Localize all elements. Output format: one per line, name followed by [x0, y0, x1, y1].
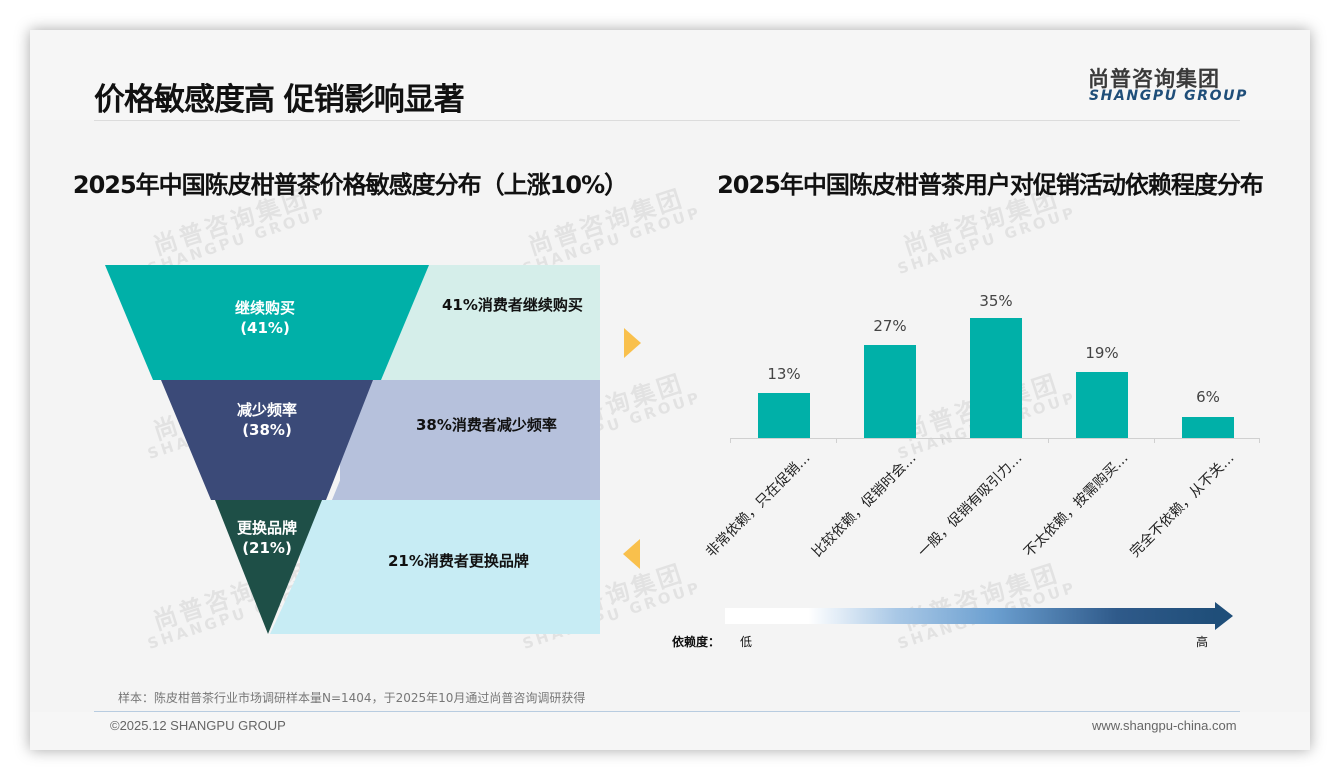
bar-chart: 13% 27% 35% 19% 6% — [730, 280, 1260, 443]
sample-footnote: 样本：陈皮柑普茶行业市场调研样本量N=1404，于2025年10月通过尚普咨询调… — [118, 691, 586, 705]
bar-value-5: 6% — [1196, 388, 1220, 406]
slide: 价格敏感度高 促销影响显著 尚普咨询集团 SHANGPU GROUP 尚普咨询集… — [30, 30, 1310, 750]
funnel-panel-2 — [340, 380, 600, 500]
dependency-legend-label: 依赖度： — [672, 635, 721, 649]
bar-5 — [1182, 417, 1234, 438]
arrow-right-icon — [624, 328, 641, 358]
dependency-low-label: 低 — [740, 635, 753, 649]
header-band — [30, 30, 1310, 120]
category-label-1: 非常依赖，只在促销… — [703, 450, 814, 561]
dependency-gradient-bar — [725, 608, 1215, 624]
funnel-panel-3 — [300, 500, 600, 634]
category-label-2: 比较依赖，促销时会… — [809, 450, 920, 561]
funnel-label-3: 更换品牌 (21%) — [236, 519, 297, 557]
bar-value-4: 19% — [1085, 344, 1119, 362]
funnel-segment-1 — [105, 265, 429, 380]
funnel-desc-3: 21%消费者更换品牌 — [388, 552, 529, 570]
bar-value-1: 13% — [767, 365, 801, 383]
bar-2 — [864, 345, 916, 438]
logo-cn: 尚普咨询集团 — [1088, 67, 1220, 91]
funnel-desc-1: 41%消费者继续购买 — [442, 296, 583, 314]
category-label-3: 一般，促销有吸引力… — [915, 450, 1026, 561]
footer-divider — [94, 711, 1240, 712]
title-divider — [94, 120, 1240, 121]
page-title: 价格敏感度高 促销影响显著 — [94, 82, 465, 118]
funnel-desc-2: 38%消费者减少频率 — [416, 416, 557, 434]
funnel-segment-3 — [215, 500, 322, 634]
bar-4 — [1076, 372, 1128, 438]
funnel-label-2: 减少频率 (38%) — [236, 401, 297, 439]
funnel-chart — [105, 265, 600, 634]
funnel-label-1: 继续购买 (41%) — [234, 299, 295, 337]
bar-value-2: 27% — [873, 317, 907, 335]
category-label-4: 不太依赖，按需购买… — [1021, 450, 1132, 561]
right-chart-title: 2025年中国陈皮柑普茶用户对促销活动依赖程度分布 — [717, 171, 1264, 199]
arrow-head-icon — [1215, 602, 1233, 630]
bar-3 — [970, 318, 1022, 438]
website-link[interactable]: www.shangpu-china.com — [1092, 718, 1237, 733]
x-axis — [730, 438, 1260, 439]
arrow-left-icon — [623, 539, 640, 569]
category-label-5: 完全不依赖，从不关… — [1127, 450, 1238, 561]
funnel-segment-2 — [161, 380, 373, 500]
dependency-high-label: 高 — [1196, 635, 1209, 649]
left-chart-title: 2025年中国陈皮柑普茶价格敏感度分布（上涨10%） — [72, 171, 628, 199]
copyright: ©2025.12 SHANGPU GROUP — [110, 718, 286, 733]
bar-value-3: 35% — [979, 292, 1013, 310]
logo-en: SHANGPU GROUP — [1089, 88, 1248, 104]
bar-1 — [758, 393, 810, 438]
footer-band — [30, 712, 1310, 750]
